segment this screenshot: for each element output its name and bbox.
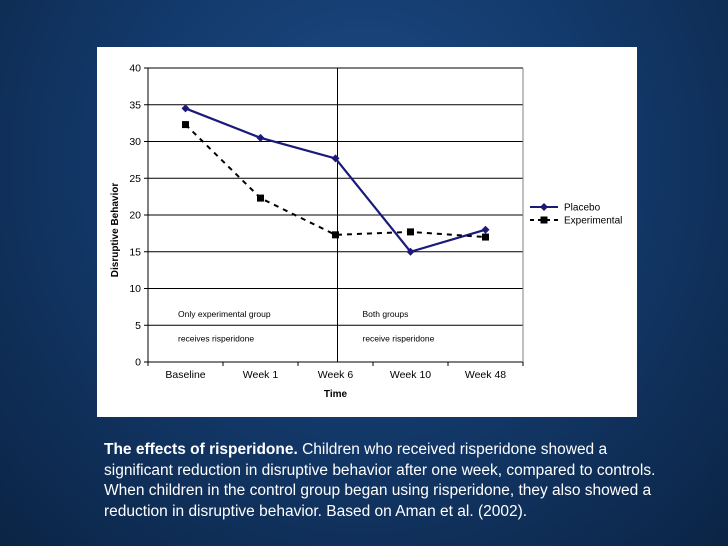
y-tick-label: 40 (129, 63, 141, 75)
data-point-experimental (482, 233, 489, 241)
legend-label: Experimental (564, 216, 622, 227)
data-point-placebo (331, 154, 340, 163)
data-point-placebo (256, 133, 265, 142)
annotation-line: receive risperidone (363, 333, 435, 343)
data-point-experimental (407, 228, 414, 236)
figure-caption: The effects of risperidone. Children who… (104, 440, 664, 522)
x-axis-title: Time (324, 389, 348, 400)
y-tick-label: 10 (129, 283, 141, 295)
y-tick-label: 30 (129, 136, 141, 148)
data-point-placebo (181, 104, 190, 113)
annotation-line: Only experimental group (178, 309, 271, 319)
chart-panel: 0 5 10 15 20 25 30 35 40 Baseline Week 1 Week 6 Week… (97, 47, 637, 417)
x-tick-label: Week 6 (318, 369, 354, 381)
annotation-line: receives risperidone (178, 333, 254, 343)
x-tick-label: Week 1 (243, 369, 279, 381)
line-chart: 0 5 10 15 20 25 30 35 40 Baseline Week 1 Week 6 Week… (110, 63, 622, 401)
series-line-experimental (184, 123, 486, 239)
annotation-line: Both groups (363, 309, 409, 319)
caption-title: The effects of risperidone. (104, 441, 298, 458)
legend-marker (540, 203, 548, 211)
data-point-experimental (257, 194, 264, 202)
y-tick-label: 20 (129, 210, 141, 222)
data-point-placebo (406, 247, 415, 256)
legend-label: Placebo (564, 203, 601, 214)
y-tick-label: 25 (129, 173, 141, 185)
x-tick-label: Baseline (165, 369, 205, 381)
data-point-placebo (481, 225, 490, 234)
legend-marker (540, 216, 548, 224)
series-line-placebo (185, 107, 486, 254)
y-axis-title: Disruptive Behavior (110, 183, 121, 278)
data-point-experimental (332, 231, 339, 239)
x-tick-label: Week 10 (390, 369, 431, 381)
caption-body: Children who received risperidone showed… (104, 441, 656, 520)
y-tick-label: 35 (129, 99, 141, 111)
y-tick-label: 0 (135, 357, 141, 369)
x-tick-label: Week 48 (465, 369, 506, 381)
y-tick-label: 15 (129, 246, 141, 258)
y-tick-label: 5 (135, 320, 141, 332)
data-point-experimental (182, 121, 189, 129)
